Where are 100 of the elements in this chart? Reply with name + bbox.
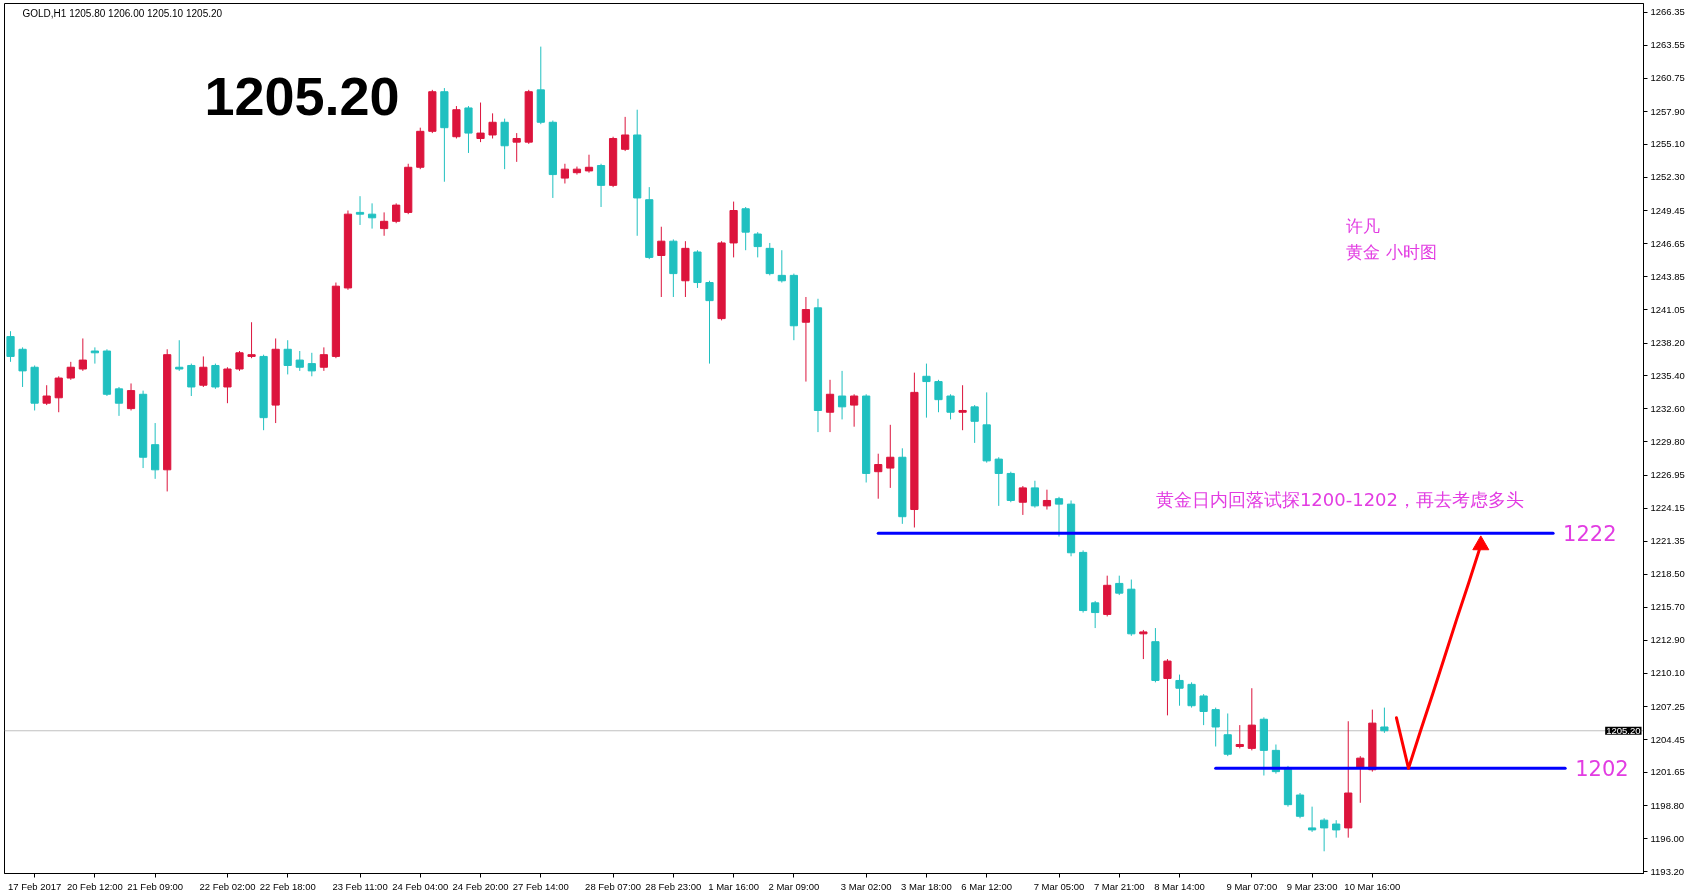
x-tick-label: 22 Feb 18:00 [259, 880, 316, 892]
candlestick [1247, 687, 1256, 751]
y-tick-label: 1215.70 [1650, 601, 1685, 613]
candlestick [1030, 480, 1040, 509]
candlestick [90, 346, 99, 365]
candlestick [1295, 792, 1305, 819]
candlestick [476, 102, 485, 143]
x-tick-label: 7 Mar 05:00 [1033, 880, 1085, 892]
candlestick [946, 393, 955, 420]
candlestick [1187, 681, 1196, 709]
x-tick-label: 3 Mar 02:00 [840, 880, 892, 892]
candlestick [1356, 755, 1365, 804]
y-tick-label: 1255.10 [1650, 138, 1685, 150]
candlestick [295, 350, 304, 372]
candlestick [1042, 489, 1052, 511]
y-tick-label: 1207.25 [1650, 700, 1685, 712]
candlestick [307, 352, 316, 377]
candlestick [994, 456, 1003, 507]
candlestick [283, 339, 292, 375]
y-tick-label: 1252.30 [1650, 171, 1685, 183]
y-tick-label: 1210.10 [1650, 667, 1685, 679]
x-tick-label: 28 Feb 07:00 [585, 880, 642, 892]
x-tick-label: 6 Mar 12:00 [961, 880, 1013, 892]
y-tick-label: 1243.85 [1650, 270, 1685, 282]
candlestick [512, 132, 521, 163]
candlestick [1320, 817, 1329, 852]
candlestick [500, 118, 509, 170]
candlestick [392, 202, 401, 224]
candlestick [1054, 496, 1064, 538]
x-tick-label: 28 Feb 23:00 [645, 880, 702, 892]
candlestick [235, 350, 244, 372]
x-tick-label: 23 Feb 11:00 [332, 880, 388, 892]
candlestick [801, 296, 811, 383]
candlestick [825, 379, 835, 433]
x-tick-label: 8 Mar 14:00 [1154, 880, 1205, 892]
y-tick-label: 1241.05 [1650, 303, 1685, 315]
candlestick [705, 280, 714, 365]
candlestick [42, 384, 51, 406]
y-tick-label: 1260.75 [1650, 72, 1685, 84]
y-tick-label: 1229.80 [1650, 435, 1685, 447]
candlestick [1018, 485, 1027, 516]
candlestick [777, 249, 786, 284]
x-tick-label: 21 Feb 09:00 [127, 880, 184, 892]
y-tick-label: 1212.90 [1650, 634, 1685, 646]
candlestick [187, 363, 196, 397]
x-tick-label: 24 Feb 04:00 [392, 880, 449, 892]
candlestick [886, 424, 895, 489]
candlestick [126, 382, 136, 411]
candlestick [958, 384, 967, 431]
y-tick-label: 1198.80 [1650, 799, 1685, 811]
candlestick [247, 321, 256, 359]
x-tick-label: 20 Feb 12:00 [66, 880, 123, 892]
y-tick-label: 1249.45 [1650, 204, 1685, 216]
y-tick-label: 1263.55 [1650, 39, 1685, 51]
candlestick [1175, 674, 1184, 707]
candlestick [175, 339, 184, 372]
candlestick [6, 330, 15, 363]
candlestick [380, 211, 389, 237]
x-tick-label: 9 Mar 07:00 [1226, 880, 1278, 892]
y-tick-label: 1232.60 [1650, 402, 1685, 414]
y-tick-label: 1221.35 [1650, 535, 1685, 547]
x-tick-label: 10 Mar 16:00 [1344, 880, 1401, 892]
y-tick-label: 1224.15 [1650, 502, 1685, 514]
x-tick-label: 1 Mar 16:00 [708, 880, 759, 892]
candlestick [1380, 707, 1389, 734]
candlestick [934, 379, 943, 413]
candlestick [922, 363, 931, 419]
y-tick-label: 1238.20 [1650, 337, 1685, 349]
x-tick-label: 7 Mar 21:00 [1093, 880, 1145, 892]
x-tick-label: 22 Feb 02:00 [199, 880, 256, 892]
candlestick [1235, 724, 1244, 749]
y-tick-label: 1257.90 [1650, 105, 1685, 117]
y-tick-label: 1226.95 [1650, 469, 1685, 481]
y-tick-label: 1204.45 [1650, 733, 1685, 745]
series-label: 1202 [1575, 757, 1629, 782]
candlestick [850, 393, 859, 428]
candlestick [319, 346, 328, 372]
candlestick [1223, 712, 1232, 757]
y-tick-label: 1218.50 [1650, 568, 1685, 580]
y-tick-label: 1193.20 [1650, 865, 1685, 877]
candlestick [199, 355, 208, 388]
candlestick [114, 386, 124, 417]
candlestick [741, 206, 750, 251]
candlestick [54, 375, 63, 413]
candlestick [488, 112, 497, 139]
candlestick [1139, 629, 1148, 660]
x-tick-label: 9 Mar 23:00 [1286, 880, 1338, 892]
annotation: 1205.20 [204, 66, 400, 127]
ref-line-label: 1205.20 [1606, 724, 1641, 736]
y-tick-label: 1196.00 [1650, 832, 1685, 844]
candlestick [753, 231, 762, 258]
candlestick [621, 116, 630, 152]
candlestick [355, 195, 365, 226]
x-tick-label: 24 Feb 20:00 [452, 880, 509, 892]
x-tick-label: 3 Mar 18:00 [901, 880, 952, 892]
annotation: 黄金 小时图 [1346, 242, 1437, 263]
chart-title: GOLD,H1 1205.80 1206.00 1205.10 1205.20 [22, 7, 223, 19]
annotation: 黄金日内回落试探1200-1202，再去考虑多头 [1155, 488, 1525, 510]
candlestick [1199, 693, 1208, 726]
candlestick [584, 154, 594, 174]
